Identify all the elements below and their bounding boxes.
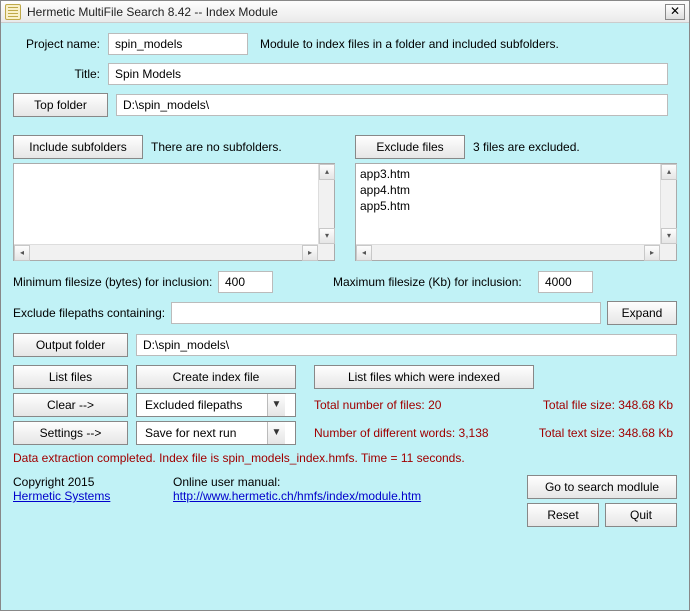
settings-button[interactable]: Settings --> [13, 421, 128, 445]
min-filesize-input[interactable] [218, 271, 273, 293]
project-name-input[interactable] [108, 33, 248, 55]
app-icon [5, 4, 21, 20]
scroll-right-icon[interactable]: ▸ [644, 245, 660, 261]
quit-button[interactable]: Quit [605, 503, 677, 527]
scroll-left-icon[interactable]: ◂ [14, 245, 30, 261]
scroll-right-icon[interactable]: ▸ [302, 245, 318, 261]
scroll-up-icon[interactable]: ▴ [319, 164, 335, 180]
max-filesize-input[interactable] [538, 271, 593, 293]
exclude-files-col: Exclude files 3 files are excluded. app3… [355, 135, 677, 261]
vscrollbar[interactable]: ▴ ▾ [318, 164, 334, 244]
include-subfolders-col: Include subfolders There are no subfolde… [13, 135, 335, 261]
total-filesize-value: 348.68 Kb [618, 398, 673, 412]
scroll-down-icon[interactable]: ▾ [661, 228, 677, 244]
reset-button[interactable]: Reset [527, 503, 599, 527]
title-input[interactable] [108, 63, 668, 85]
scroll-left-icon[interactable]: ◂ [356, 245, 372, 261]
total-textsize-value: 348.68 Kb [618, 426, 673, 440]
expand-button[interactable]: Expand [607, 301, 677, 325]
total-files-value: 20 [428, 398, 441, 412]
top-folder-button[interactable]: Top folder [13, 93, 108, 117]
status-text: Data extraction completed. Index file is… [13, 451, 677, 465]
min-filesize-label: Minimum filesize (bytes) for inclusion: [13, 275, 218, 289]
app-window: Hermetic MultiFile Search 8.42 -- Index … [0, 0, 690, 611]
exclude-filepaths-input[interactable] [171, 302, 601, 324]
settings-dropdown-text: Save for next run [137, 422, 267, 444]
chevron-down-icon: ▼ [267, 422, 285, 444]
clear-dropdown-text: Excluded filepaths [137, 394, 267, 416]
vscrollbar[interactable]: ▴ ▾ [660, 164, 676, 244]
exclude-files-button[interactable]: Exclude files [355, 135, 465, 159]
go-search-button[interactable]: Go to search modlule [527, 475, 677, 499]
project-name-label: Project name: [13, 37, 108, 51]
hscrollbar[interactable]: ◂ ▸ [14, 244, 318, 260]
output-folder-input[interactable] [136, 334, 677, 356]
window-title: Hermetic MultiFile Search 8.42 -- Index … [27, 5, 665, 19]
clear-dropdown[interactable]: Excluded filepaths ▼ [136, 393, 296, 417]
output-folder-button[interactable]: Output folder [13, 333, 128, 357]
chevron-down-icon: ▼ [267, 394, 285, 416]
include-subfolders-button[interactable]: Include subfolders [13, 135, 143, 159]
close-button[interactable]: ✕ [665, 4, 685, 20]
total-textsize-label: Total text size: [539, 426, 618, 440]
title-label: Title: [13, 67, 108, 81]
company-link[interactable]: Hermetic Systems [13, 489, 110, 503]
copyright-text: Copyright 2015 [13, 475, 173, 489]
list-item[interactable]: app5.htm [360, 198, 672, 214]
total-filesize-label: Total file size: [543, 398, 618, 412]
list-files-button[interactable]: List files [13, 365, 128, 389]
excluded-files-listbox[interactable]: app3.htm app4.htm app5.htm ▴ ▾ ◂ ▸ [355, 163, 677, 261]
no-subfolders-text: There are no subfolders. [151, 140, 282, 154]
settings-dropdown[interactable]: Save for next run ▼ [136, 421, 296, 445]
module-description: Module to index files in a folder and in… [260, 37, 559, 51]
list-item[interactable]: app3.htm [360, 166, 672, 182]
total-files-label: Total number of files: [314, 398, 428, 412]
list-indexed-button[interactable]: List files which were indexed [314, 365, 534, 389]
client-area: Project name: Module to index files in a… [1, 23, 689, 610]
exclude-filepaths-label: Exclude filepaths containing: [13, 306, 171, 320]
diff-words-value: 3,138 [459, 426, 489, 440]
list-item[interactable]: app4.htm [360, 182, 672, 198]
hscrollbar[interactable]: ◂ ▸ [356, 244, 660, 260]
scroll-down-icon[interactable]: ▾ [319, 228, 335, 244]
create-index-button[interactable]: Create index file [136, 365, 296, 389]
files-excluded-text: 3 files are excluded. [473, 140, 580, 154]
diff-words-label: Number of different words: [314, 426, 459, 440]
clear-button[interactable]: Clear --> [13, 393, 128, 417]
manual-label: Online user manual: [173, 475, 527, 489]
scroll-up-icon[interactable]: ▴ [661, 164, 677, 180]
top-folder-input[interactable] [116, 94, 668, 116]
max-filesize-label: Maximum filesize (Kb) for inclusion: [333, 275, 538, 289]
titlebar: Hermetic MultiFile Search 8.42 -- Index … [1, 1, 689, 23]
subfolders-listbox[interactable]: ▴ ▾ ◂ ▸ [13, 163, 335, 261]
manual-link[interactable]: http://www.hermetic.ch/hmfs/index/module… [173, 489, 421, 503]
